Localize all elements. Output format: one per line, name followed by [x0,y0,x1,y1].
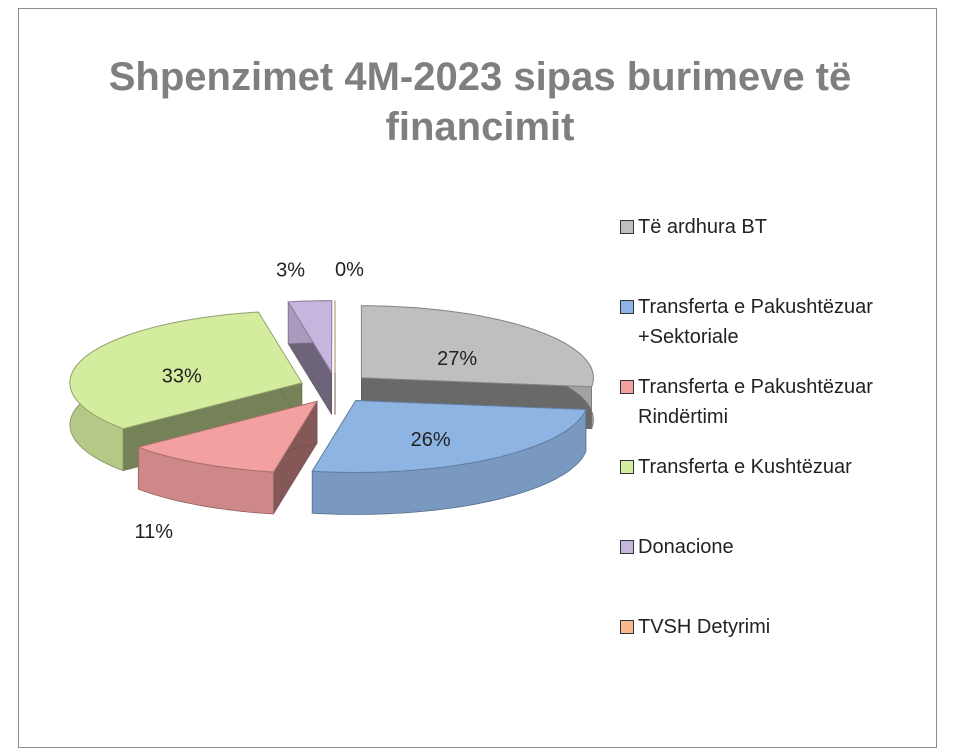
slice-top [311,399,587,474]
legend-item: Donacione [620,532,950,612]
legend-item: Të ardhura BT [620,212,950,292]
legend-label: Transferta e Pakushtëzuar +Sektoriale [638,296,873,348]
data-label: 33% [162,366,202,388]
legend-label: Transferta e Kushtëzuar [638,456,852,478]
slice-top [360,305,594,388]
legend-swatch [620,620,634,634]
legend-label: Transferta e Pakushtëzuar Rindërtimi [638,376,873,428]
chart-title: Shpenzimet 4M-2023 sipas burimeve të fin… [108,55,852,149]
legend-swatch [620,540,634,554]
legend-swatch [620,460,634,474]
data-label: 26% [411,429,451,451]
pie-chart: 27% 26% 11% 33% 3% 0% [69,259,594,543]
pie-slice [69,311,303,472]
legend-label: Të ardhura BT [638,216,767,238]
data-label: 11% [134,521,173,543]
data-label: 3% [276,259,305,281]
legend-label: Donacione [638,536,734,558]
legend-swatch [620,300,634,314]
legend-swatch [620,220,634,234]
data-label: 27% [437,348,477,370]
pie-slice [136,400,319,515]
slice-top [136,400,319,473]
pie-slice [311,399,587,515]
slice-top [69,311,303,430]
legend: Të ardhura BT Transferta e Pakushtëzuar +… [620,212,950,692]
legend-swatch [620,380,634,394]
legend-item: TVSH Detyrimi [620,612,950,692]
legend-item: Transferta e Kushtëzuar [620,452,950,532]
legend-item: Transferta e Pakushtëzuar Rindërtimi [620,372,950,452]
slice-top [287,300,333,375]
legend-label: TVSH Detyrimi [638,616,771,638]
pie-slice [287,300,333,416]
data-label: 0% [335,259,364,281]
legend-item: Transferta e Pakushtëzuar +Sektoriale [620,292,950,372]
